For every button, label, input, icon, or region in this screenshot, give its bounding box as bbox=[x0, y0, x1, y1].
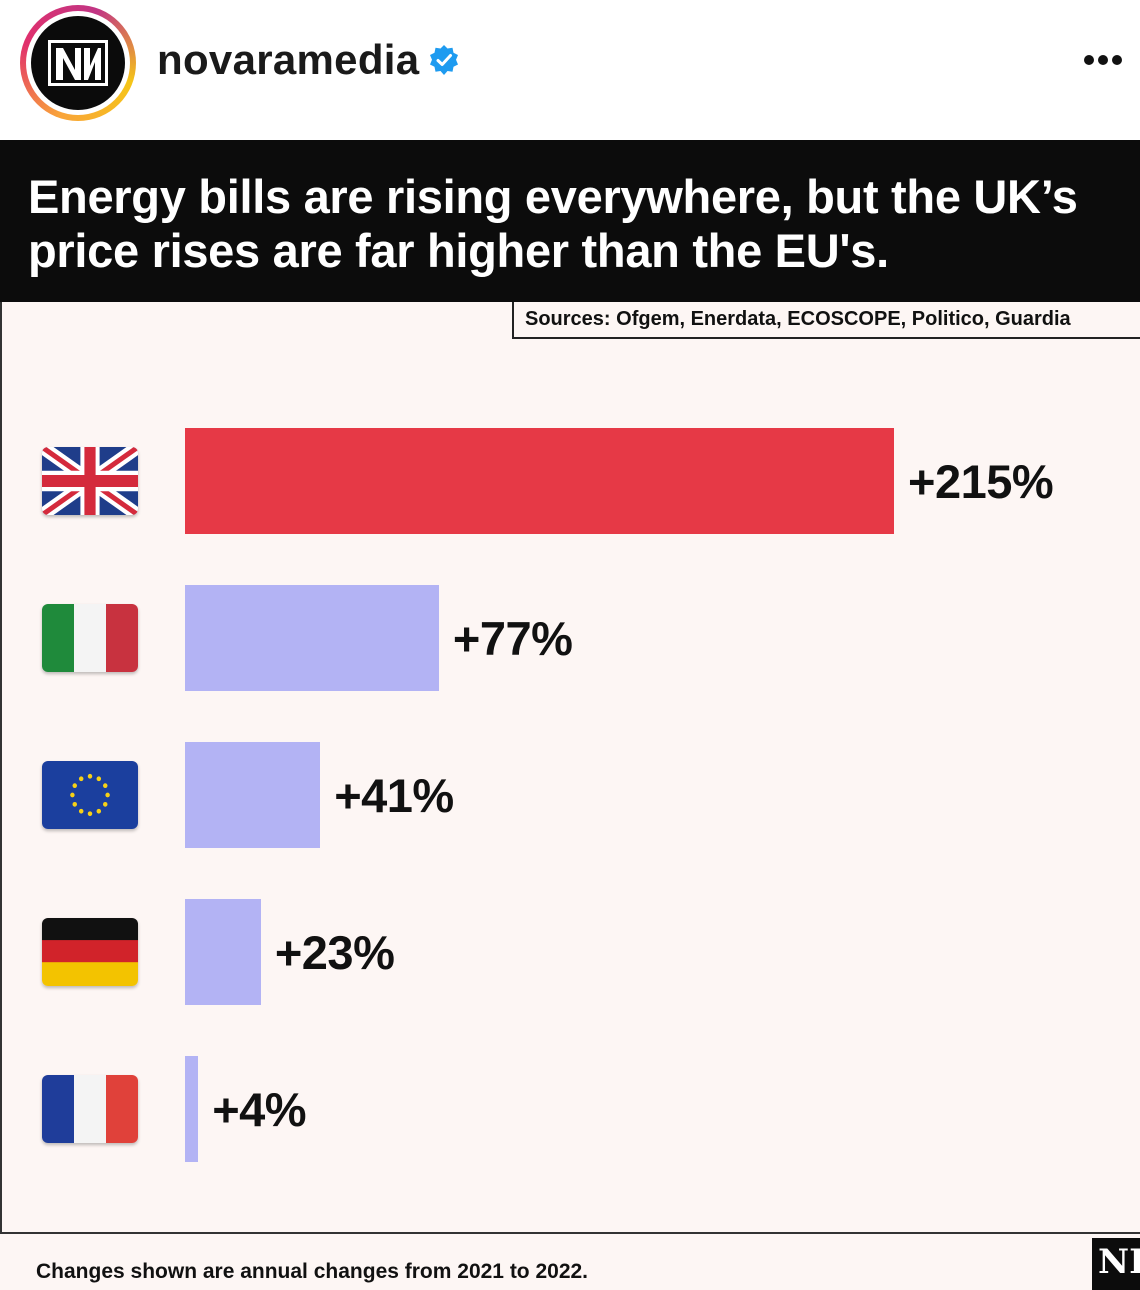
infographic: Energy bills are rising everywhere, but … bbox=[0, 140, 1140, 1290]
france-flag-icon bbox=[42, 1075, 138, 1143]
bar-uk bbox=[185, 428, 894, 534]
avatar[interactable] bbox=[31, 16, 125, 110]
more-options-icon[interactable] bbox=[1080, 52, 1126, 68]
data-label-germany: +23% bbox=[274, 926, 395, 979]
germany-flag-icon bbox=[42, 918, 138, 986]
bar-italy bbox=[185, 585, 439, 691]
corner-logo: NI bbox=[1092, 1238, 1140, 1290]
bar-chart: +215% +77% +41% +23% +4% bbox=[0, 140, 1140, 1290]
eu-flag-icon bbox=[42, 761, 138, 829]
username[interactable]: novaramedia bbox=[157, 36, 420, 83]
bar-germany bbox=[185, 899, 261, 1005]
data-label-eu: +41% bbox=[334, 769, 454, 822]
sources-box: Sources: Ofgem, Enerdata, ECOSCOPE, Poli… bbox=[512, 302, 1140, 339]
data-label-uk: +215% bbox=[908, 455, 1054, 508]
verified-badge-icon bbox=[430, 45, 458, 75]
data-label-france: +4% bbox=[212, 1083, 307, 1136]
bottom-divider bbox=[0, 1232, 1140, 1234]
uk-flag-icon bbox=[42, 447, 138, 515]
novara-logo-icon bbox=[48, 40, 108, 86]
data-label-italy: +77% bbox=[452, 612, 573, 665]
left-rule bbox=[0, 302, 2, 1232]
post-header: novaramedia bbox=[0, 0, 1140, 140]
bar-eu bbox=[185, 742, 321, 848]
title-band: Energy bills are rising everywhere, but … bbox=[0, 140, 1140, 302]
bar-france bbox=[185, 1056, 199, 1162]
chart-title: Energy bills are rising everywhere, but … bbox=[28, 170, 1078, 277]
footnote: Changes shown are annual changes from 20… bbox=[36, 1260, 589, 1283]
italy-flag-icon bbox=[42, 604, 138, 672]
